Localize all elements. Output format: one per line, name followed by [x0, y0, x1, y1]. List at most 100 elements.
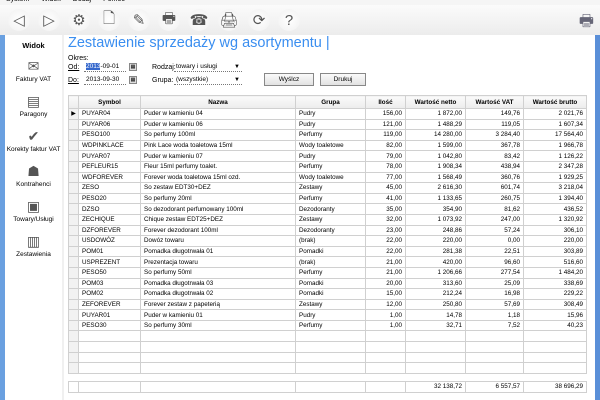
table-cell: 22,00: [365, 245, 406, 258]
calendar-icon[interactable]: ▦: [129, 76, 137, 84]
sidebar: Widok ✉ Faktury VAT ▤ Paragony ✔ Korekty fakt…: [0, 35, 62, 400]
chevron-down-icon[interactable]: ▼: [234, 64, 240, 70]
refresh-icon[interactable]: ⟳: [248, 9, 270, 31]
column-header[interactable]: Symbol: [78, 95, 141, 109]
row-indicator: [68, 298, 79, 311]
group-label: Grupa:: [152, 77, 174, 84]
table-row[interactable]: PUYAR07 Puder w kamieniu 07 Pudry 79,00 1 04…: [68, 150, 587, 162]
settings-icon[interactable]: ⚙: [68, 9, 90, 31]
help-icon[interactable]: ?: [278, 9, 300, 31]
menu-1[interactable]: Widok: [41, 0, 60, 5]
row-indicator: [68, 224, 79, 237]
row-indicator: [68, 192, 79, 205]
fax-icon[interactable]: ☎: [188, 9, 210, 31]
to-date-input[interactable]: 2013-09-30: [84, 75, 126, 85]
table-cell: 354,90: [405, 203, 466, 215]
table-row[interactable]: PEFLEUR15 Fleur 15ml perfumy toalet. Perfu…: [68, 160, 587, 173]
table-cell: Puder w kamieniu 07: [140, 150, 296, 162]
column-header[interactable]: Wartość brutto: [523, 95, 587, 109]
column-header[interactable]: Grupa: [295, 95, 366, 109]
table-row[interactable]: ▶ PUYAR04 Puder w kamieniu 04 Pudry 156,00 1 …: [68, 108, 587, 120]
print-icon[interactable]: 🖶: [158, 9, 180, 31]
table-row[interactable]: POM01 Pomadka długotrwała 01 Pomadki 22,00 2…: [68, 245, 587, 258]
table-cell: 96,60: [465, 256, 524, 268]
table-cell: 277,54: [465, 266, 524, 279]
table-cell: 16,98: [465, 288, 524, 300]
table-row[interactable]: PESO30 So perfumy 30ml Perfumy 1,00 32,71 7,5…: [68, 319, 587, 332]
row-indicator: [68, 309, 79, 321]
group-select[interactable]: (wszystkie): [174, 75, 242, 85]
sidebar-item-5[interactable]: ▥ Zestawienia: [5, 233, 62, 258]
sidebar-item-3[interactable]: ☗ Kontrahenci: [5, 163, 62, 188]
table-cell: Dezodoranty: [295, 224, 366, 237]
table-cell: Pomadka długotrwała 03: [140, 277, 296, 290]
printer-icon[interactable]: 🖨: [218, 9, 240, 31]
table-cell: So perfumy 20ml: [140, 192, 296, 205]
table-cell: Pudry: [295, 108, 366, 120]
table-row[interactable]: PESO50 So perfumy 50ml Perfumy 21,00 1 206,6…: [68, 266, 587, 279]
menu-0[interactable]: System: [6, 0, 29, 5]
sidebar-item-2[interactable]: ✔ Korekty faktur VAT: [5, 128, 62, 153]
column-header[interactable]: Wartość VAT: [465, 95, 524, 109]
sidebar-item-1[interactable]: ▤ Paragony: [5, 93, 62, 118]
clear-button[interactable]: Wyślcz: [264, 73, 314, 86]
table-row[interactable]: WDFOREVER Forever woda toaletowa 15ml ozd…: [68, 171, 587, 184]
table-cell: 82,00: [365, 139, 406, 152]
table-cell: PUYAR07: [78, 150, 141, 162]
table-cell: 32,00: [365, 213, 406, 226]
table-cell: 119,00: [365, 129, 406, 141]
table-row[interactable]: ZEFOREVER Forever zestaw z papeterią Zesta…: [68, 298, 587, 311]
table-row[interactable]: WDPINKLACE Pink Lace woda toaletowa 15ml W…: [68, 139, 587, 152]
calendar-icon[interactable]: ▦: [129, 63, 137, 71]
table-row[interactable]: POM03 Pomadka długotrwała 03 Pomadki 20,00 3…: [68, 277, 587, 290]
table-row[interactable]: PUYAR06 Puder w kamieniu 06 Pudry 121,00 1 4…: [68, 118, 587, 131]
table-cell: 32,71: [405, 319, 466, 332]
sidebar-item-4[interactable]: ▣ Towary/Usługi: [5, 198, 62, 223]
table-cell: 7,52: [465, 319, 524, 332]
forward-icon[interactable]: ▷: [38, 9, 60, 31]
table-row[interactable]: DZSO So dezodorant perfumowany 100ml Dezod…: [68, 203, 587, 215]
page-title: Zestawienie sprzedaży wg asortymentu |: [68, 35, 330, 51]
table-row[interactable]: USPREZENT Prezentacja towaru (brak) 21,00 42…: [68, 256, 587, 268]
table-row[interactable]: PESO20 So perfumy 20ml Perfumy 41,00 1 133,6…: [68, 192, 587, 205]
table-cell: 247,00: [465, 213, 524, 226]
table-row[interactable]: PESO100 So perfumy 100ml Perfumy 119,00 14 2…: [68, 129, 587, 141]
table-row[interactable]: DZFOREVER Forever dezodorant 100ml Dezodor…: [68, 224, 587, 237]
type-select[interactable]: towary i usługi: [174, 62, 242, 72]
sidebar-item-0[interactable]: ✉ Faktury VAT: [5, 58, 62, 83]
print-button[interactable]: Drukuj: [320, 73, 366, 86]
table-cell: Perfumy: [295, 160, 366, 173]
table-cell: 220,00: [523, 235, 587, 247]
table-cell: 229,22: [523, 288, 587, 300]
edit-icon[interactable]: ✎: [128, 9, 150, 31]
menu-2[interactable]: Dodaj: [73, 0, 91, 5]
column-header[interactable]: Ilość: [365, 95, 406, 109]
table-cell: Zestawy: [295, 213, 366, 226]
row-indicator: [68, 118, 79, 131]
menu-3[interactable]: Pomoc: [103, 0, 125, 5]
from-label: Od:: [68, 64, 80, 71]
table-row[interactable]: ZECHIQUE Chique zestaw EDT25+DEZ Zestawy 32…: [68, 213, 587, 226]
from-date-input[interactable]: 2013-09-01: [84, 62, 126, 72]
printer-icon[interactable]: 🖶: [578, 13, 594, 30]
table-cell: Pomadki: [295, 245, 366, 258]
sidebar-item-icon: ▥: [26, 233, 41, 249]
sidebar-item-label: Faktury VAT: [15, 76, 52, 83]
row-indicator: [68, 160, 79, 173]
new-document-icon[interactable]: 🗋: [98, 9, 120, 31]
table-row[interactable]: PUYAR01 Puder w kamieniu 01 Pudry 1,00 14,78…: [68, 309, 587, 321]
table-cell: Zestawy: [295, 182, 366, 194]
table-cell: 22,00: [365, 235, 406, 247]
table-cell: PEFLEUR15: [78, 160, 141, 173]
table-row[interactable]: POM02 Pomadka długotrwała 02 Pomadki 15,00 2…: [68, 288, 587, 300]
table-row[interactable]: ZESO So zestaw EDT30+DEZ Zestawy 45,00 2 616…: [68, 182, 587, 194]
chevron-down-icon[interactable]: ▼: [234, 77, 240, 83]
column-header[interactable]: Wartość netto: [405, 95, 466, 109]
back-icon[interactable]: ◁: [8, 9, 30, 31]
column-header[interactable]: Nazwa: [140, 95, 296, 109]
table-cell: 149,76: [465, 108, 524, 120]
row-indicator: [68, 266, 79, 279]
table-row[interactable]: USDOWÓZ Dowóz towaru (brak) 22,00 220,00 0,00…: [68, 235, 587, 247]
row-indicator: [68, 245, 79, 258]
table-cell: POM02: [78, 288, 141, 300]
